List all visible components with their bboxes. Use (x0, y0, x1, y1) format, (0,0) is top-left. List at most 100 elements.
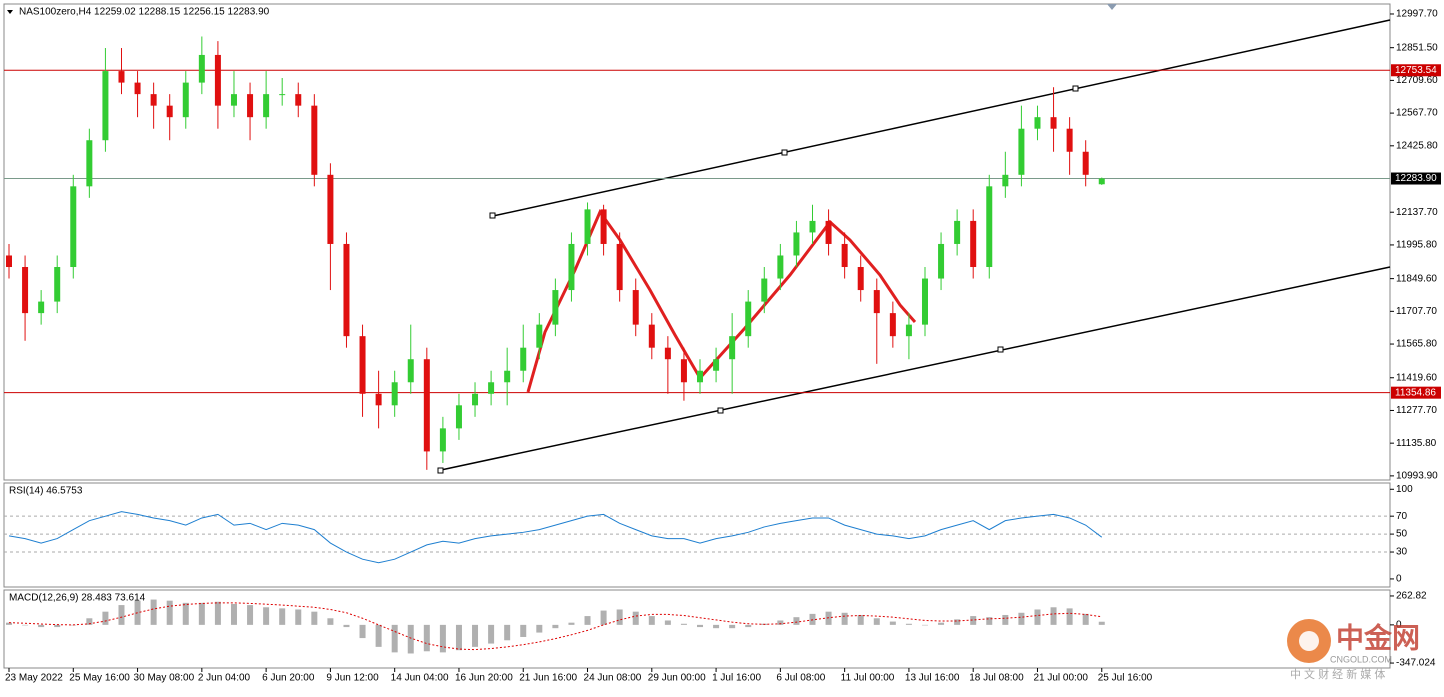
watermark: 中金网 CNGOLD.COM 中 文 财 经 新 媒 体 (1287, 619, 1420, 681)
anchor (997, 346, 1004, 353)
macd-bar (1034, 609, 1041, 625)
candle-body (1050, 117, 1057, 129)
macd-bar (439, 624, 446, 653)
macd-bar (889, 621, 896, 625)
candle-body (825, 220, 832, 244)
y-tick-label: 11277.70 (1396, 405, 1437, 416)
macd-bar (86, 618, 93, 625)
macd-bar (970, 616, 977, 625)
candle-body (214, 54, 221, 106)
x-tick-label: 25 May 16:00 (69, 673, 130, 684)
candle-body (520, 347, 527, 371)
candle-body (407, 359, 414, 383)
macd-bar (198, 602, 205, 625)
y-tick-label: 0 (1396, 574, 1402, 585)
candle-body (54, 267, 61, 302)
candle-body (584, 209, 591, 244)
candle-body (182, 82, 189, 118)
candle-body (713, 359, 720, 371)
candle-body (841, 243, 848, 268)
macd-bar (6, 622, 12, 625)
x-tick-label: 2 Jun 04:00 (198, 673, 251, 684)
candle-body (1018, 128, 1025, 175)
macd-bar (311, 611, 318, 625)
candle-body (954, 220, 961, 244)
macd-bar (343, 624, 350, 628)
candle-body (455, 405, 462, 429)
macd-bar (648, 616, 655, 625)
macd-bar (986, 617, 993, 625)
candle-body (680, 359, 687, 383)
macd-bar (407, 624, 414, 654)
macd-bar (680, 623, 687, 625)
macd-pane (3, 589, 1391, 669)
candle-body (439, 428, 446, 452)
x-tick-label: 9 Jun 12:00 (326, 673, 379, 684)
watermark-site: CNGOLD.COM (1330, 654, 1392, 664)
candle-body (889, 313, 896, 337)
y-tick-label: 262.82 (1396, 591, 1427, 602)
anchor (717, 407, 724, 414)
candle-body (648, 324, 655, 348)
candle-body (777, 255, 784, 279)
candle-body (504, 370, 511, 383)
macd-bar (488, 624, 495, 644)
candle-body (86, 140, 93, 187)
macd-bar (1050, 607, 1057, 625)
level-label: 11354.86 (1395, 387, 1436, 398)
macd-bar (1002, 614, 1009, 625)
candle-body (664, 347, 671, 360)
candle-body (1002, 174, 1009, 187)
candle-body (102, 71, 109, 141)
y-tick-label: 12709.60 (1396, 75, 1438, 86)
macd-bar (841, 612, 848, 625)
macd-bar (214, 601, 221, 625)
x-tick-label: 18 Jul 08:00 (969, 673, 1024, 684)
candle-body (38, 301, 45, 314)
candle-body (263, 94, 270, 118)
candle-body (327, 174, 334, 244)
y-tick-label: -347.024 (1396, 658, 1436, 669)
macd-bar (905, 623, 912, 625)
candle-body (857, 267, 864, 291)
shift-marker (1107, 4, 1117, 10)
candle-body (552, 290, 559, 325)
candle-body (472, 393, 479, 406)
anchor (781, 149, 788, 156)
x-tick-label: 29 Jun 00:00 (648, 673, 706, 684)
macd-bar (584, 616, 591, 625)
trend-channel (437, 19, 1391, 474)
macd-bar (825, 611, 832, 625)
candle-body (311, 105, 318, 175)
rsi-line (8, 511, 1103, 564)
x-tick-label: 30 May 08:00 (134, 673, 195, 684)
macd-bar (391, 624, 398, 653)
y-tick-label: 11565.80 (1396, 339, 1437, 350)
x-tick-label: 21 Jun 16:00 (519, 673, 577, 684)
macd-bar (1082, 613, 1089, 625)
macd-bar (632, 611, 639, 625)
macd-bar (568, 622, 575, 625)
macd-bar (697, 624, 704, 628)
candle-body (1034, 117, 1041, 129)
x-tick-label: 6 Jul 08:00 (776, 673, 825, 684)
x-tick-label: 16 Jun 20:00 (455, 673, 513, 684)
pane-title: RSI(14) 46.5753 (9, 486, 83, 497)
candle-body (729, 336, 736, 360)
macd-bar (713, 624, 720, 629)
macd-bar (455, 624, 462, 651)
macd-bar (150, 599, 157, 625)
macd-bar (745, 624, 752, 628)
macd-bar (954, 619, 961, 625)
macd-bar (102, 611, 109, 625)
candle-body (6, 255, 12, 268)
x-tick-label: 14 Jun 04:00 (391, 673, 449, 684)
candle-body (905, 324, 912, 337)
macd-bar (921, 624, 928, 626)
x-tick-label: 6 Jun 20:00 (262, 673, 315, 684)
macd-bar (166, 600, 173, 625)
y-tick-label: 10993.90 (1396, 471, 1438, 482)
macd-bar (295, 609, 302, 625)
